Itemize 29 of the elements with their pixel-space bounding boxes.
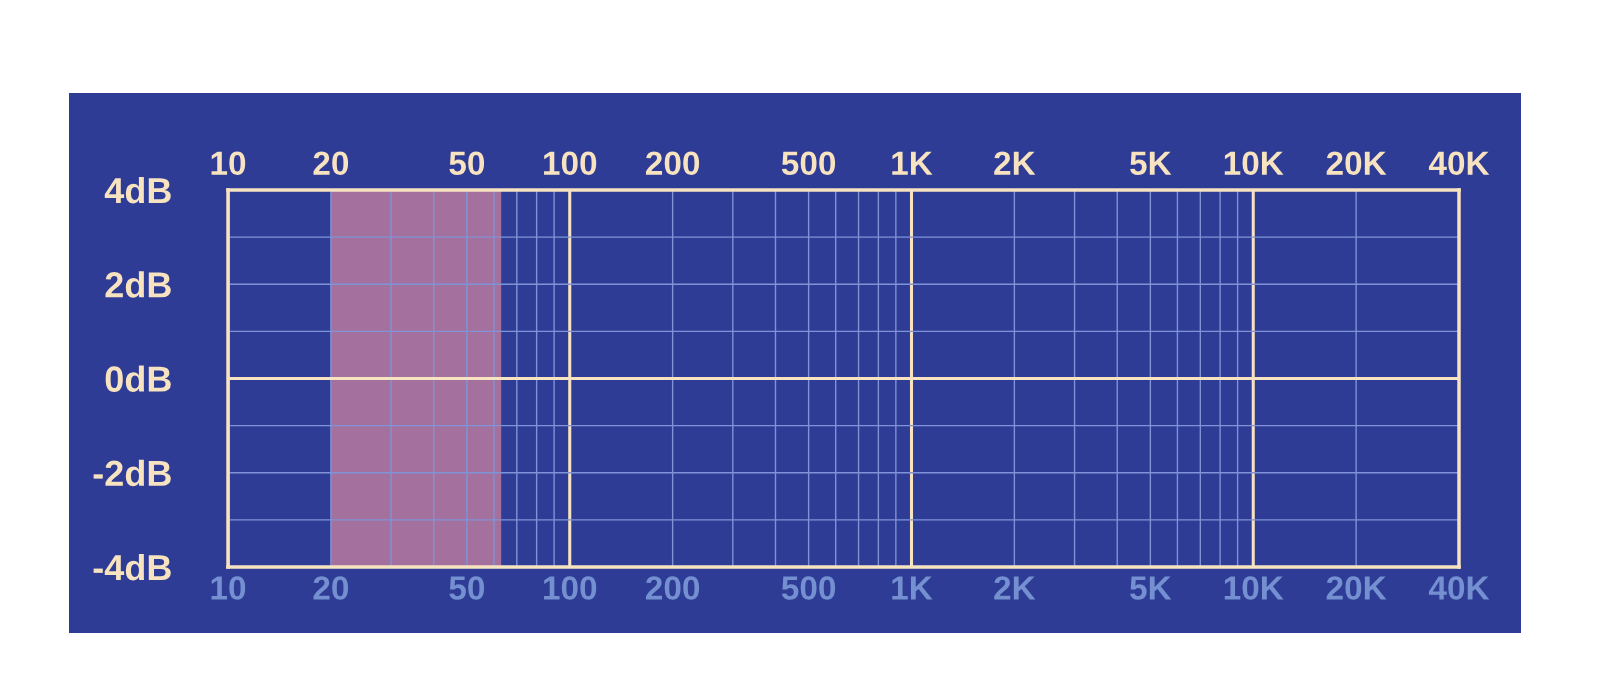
text: 40K [1428, 151, 1490, 176]
x-tick-label: 50 [449, 576, 485, 600]
x-tick-label: 20 [313, 576, 349, 600]
x-tick-label: 40K [1428, 576, 1490, 600]
text: 5K [1130, 151, 1172, 176]
x-tick-label: 2K [994, 576, 1036, 600]
x-tick-label: 500 [781, 576, 836, 600]
y-tick-label: 4dB [104, 176, 171, 204]
x-tick-label: 200 [645, 576, 700, 600]
x-tick-label: 100 [544, 576, 597, 600]
text: 20 [313, 151, 349, 176]
text: 10K [1224, 151, 1284, 176]
y-tick-label: 2dB [105, 271, 171, 298]
text: 100 [544, 151, 597, 176]
text: 50 [449, 151, 485, 176]
x-tick-label: 5K [1130, 576, 1172, 600]
y-tick-label: -2dB [93, 459, 171, 487]
text: 1K [892, 151, 933, 175]
text: 200 [645, 151, 700, 176]
x-tick-label: 10 [211, 576, 246, 600]
text: 10 [211, 151, 246, 176]
text: 500 [781, 151, 836, 176]
y-tick-label: -4dB [93, 553, 171, 581]
x-tick-label: 20K [1326, 576, 1387, 600]
text: 20K [1326, 151, 1387, 176]
text: 2K [994, 151, 1036, 175]
x-tick-label: 10K [1224, 576, 1284, 600]
x-tick-label: 1K [892, 576, 933, 600]
y-tick-label: 0dB [105, 365, 171, 392]
